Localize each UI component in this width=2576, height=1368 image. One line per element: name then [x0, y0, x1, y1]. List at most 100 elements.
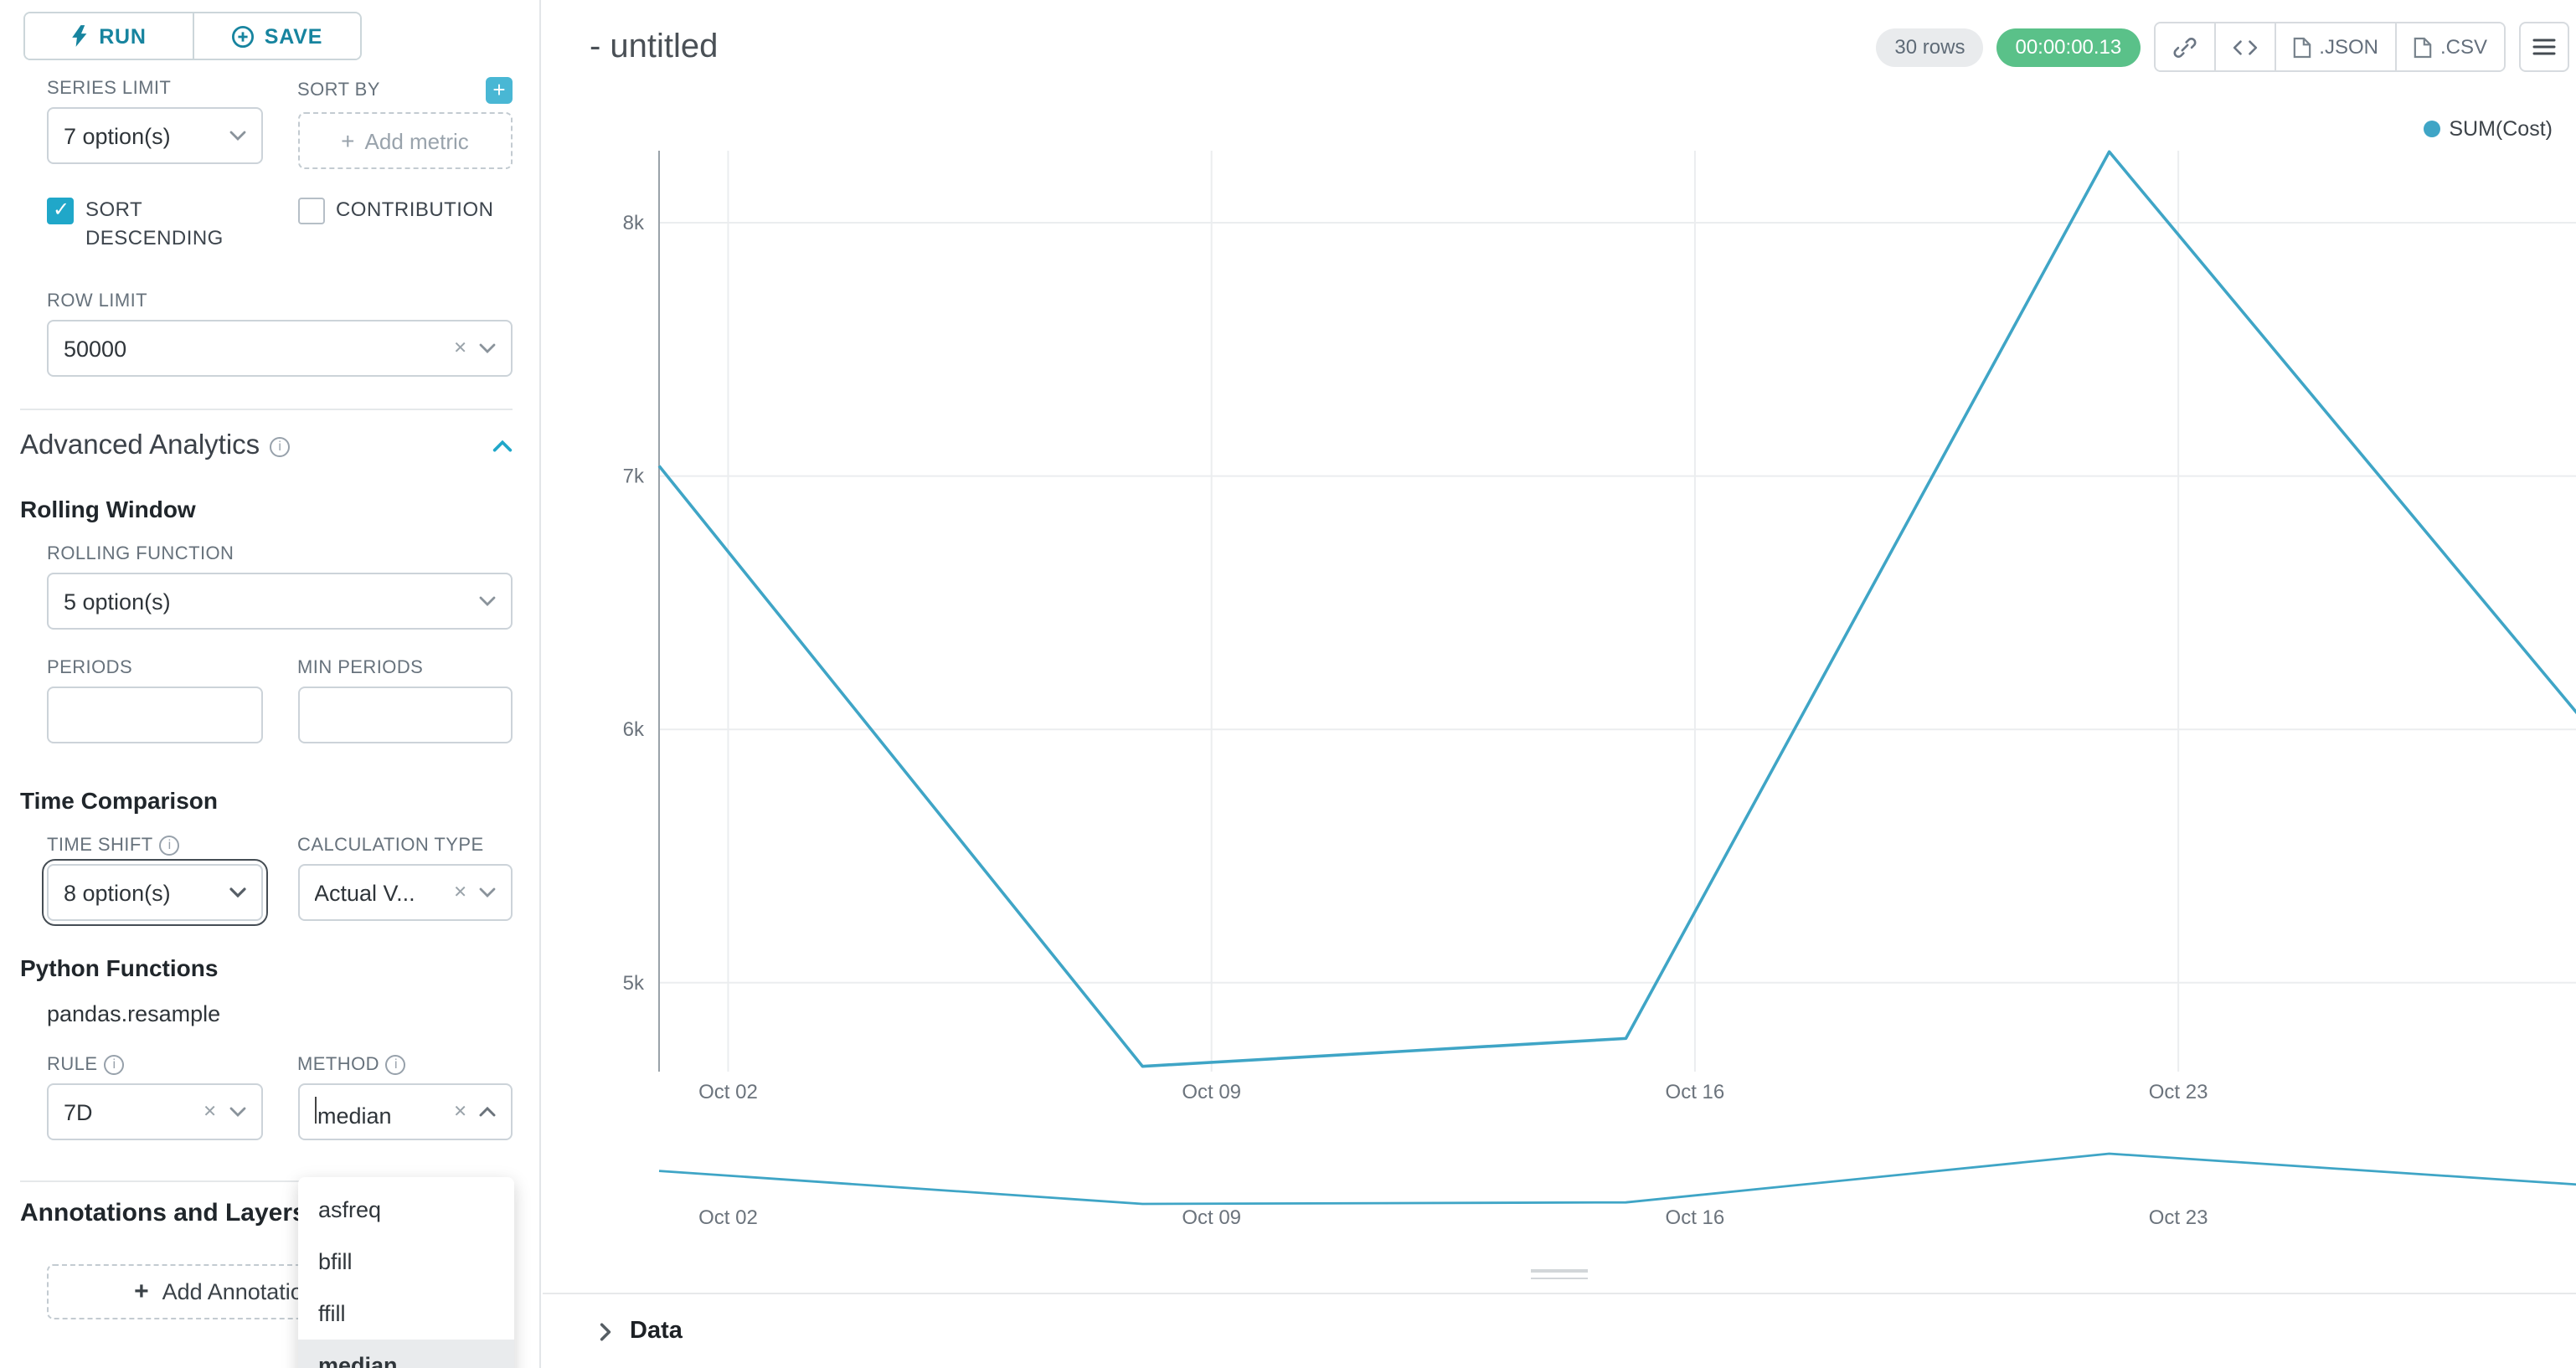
line-chart[interactable]: 5k 6k 7k 8k Oct 02 Oct 02 Oct 09 Oct 09 Oct 16 Oc…	[543, 0, 2576, 1293]
info-icon: i	[159, 835, 180, 855]
y-tick-label: 6k	[623, 718, 645, 741]
export-json-button[interactable]: .JSON	[2274, 23, 2395, 70]
checkbox-checked-icon: ✓	[47, 198, 74, 224]
legend-dot-icon	[2424, 121, 2441, 137]
rolling-function-value: 5 option(s)	[64, 589, 171, 614]
legend-label: SUM(Cost)	[2449, 117, 2553, 141]
clear-icon[interactable]: ✕	[203, 1103, 217, 1121]
export-file-icon	[2414, 36, 2432, 58]
embed-code-icon	[2233, 39, 2257, 54]
run-save-button-group: RUN SAVE	[23, 12, 362, 60]
collapse-chevron-icon[interactable]	[492, 440, 513, 452]
clear-icon[interactable]: ✕	[453, 883, 467, 902]
chevron-down-icon	[479, 887, 496, 897]
sort-descending-label: SORT DESCENDING	[85, 198, 224, 249]
calculation-type-label: CALCULATION TYPE	[297, 835, 484, 855]
x-tick-label: Oct 02	[698, 1081, 758, 1103]
min-periods-input[interactable]	[297, 687, 513, 743]
min-periods-label: MIN PERIODS	[297, 657, 424, 677]
method-option-asfreq[interactable]: asfreq	[318, 1197, 382, 1222]
rule-select[interactable]: 7D ✕	[47, 1083, 262, 1140]
advanced-analytics-title: Advanced Analytics	[20, 430, 260, 460]
time-shift-label: TIME SHIFT i	[47, 834, 262, 856]
chart-title[interactable]: - untitled	[590, 28, 719, 64]
periods-input[interactable]	[47, 687, 262, 743]
chevron-down-icon	[479, 343, 496, 353]
info-icon: i	[270, 436, 291, 456]
series-limit-select[interactable]: 7 option(s)	[47, 107, 262, 164]
method-option-bfill[interactable]: bfill	[318, 1249, 353, 1274]
rule-value: 7D	[64, 1099, 93, 1124]
mini-x-tick-label: Oct 23	[2149, 1206, 2208, 1229]
time-shift-select[interactable]: 8 option(s)	[42, 859, 266, 926]
embed-code-button[interactable]	[2213, 23, 2275, 70]
row-limit-value: 50000	[64, 336, 127, 361]
rolling-window-title: Rolling Window	[20, 496, 196, 522]
contribution-label: CONTRIBUTION	[336, 198, 494, 221]
export-csv-button[interactable]: .CSV	[2394, 23, 2504, 70]
series-limit-label: SERIES LIMIT	[47, 78, 172, 98]
chevron-down-icon	[229, 131, 245, 141]
save-button[interactable]: SAVE	[192, 13, 360, 59]
advanced-analytics-header[interactable]: Advanced Analytics i	[20, 430, 513, 462]
more-menu-button[interactable]	[2519, 22, 2569, 72]
checkbox-unchecked-icon	[297, 198, 324, 224]
more-menu-icon	[2532, 39, 2556, 55]
info-icon: i	[385, 1054, 406, 1074]
method-option-ffill[interactable]: ffill	[318, 1301, 346, 1326]
mini-x-tick-label: Oct 09	[1182, 1206, 1241, 1229]
run-button[interactable]: RUN	[25, 13, 192, 59]
calculation-type-select[interactable]: Actual V... ✕	[297, 864, 513, 921]
row-count-badge: 30 rows	[1876, 28, 1984, 66]
export-json-label: .JSON	[2319, 35, 2378, 59]
chevron-up-icon	[479, 1107, 496, 1117]
chart-legend[interactable]: SUM(Cost)	[2424, 117, 2553, 141]
query-timer-badge: 00:00:00.13	[1996, 28, 2141, 66]
python-functions-title: Python Functions	[20, 954, 219, 981]
mini-x-tick-label: Oct 02	[698, 1206, 758, 1229]
annotations-title: Annotations and Layers	[20, 1199, 307, 1227]
mini-x-tick-label: Oct 16	[1666, 1206, 1725, 1229]
method-option-median[interactable]: median	[298, 1340, 514, 1368]
contribution-checkbox[interactable]: CONTRIBUTION	[297, 196, 513, 224]
x-tick-label: Oct 23	[2149, 1081, 2208, 1103]
clear-icon[interactable]: ✕	[453, 339, 467, 357]
data-panel-toggle[interactable]: Data	[543, 1293, 2576, 1368]
method-combobox[interactable]: median ✕	[297, 1083, 513, 1140]
rolling-function-select[interactable]: 5 option(s)	[47, 573, 513, 630]
x-tick-label: Oct 09	[1182, 1081, 1241, 1103]
x-tick-label: Oct 16	[1666, 1081, 1725, 1103]
method-dropdown-menu: asfreq bfill ffill median	[298, 1177, 514, 1368]
add-metric-plus-icon[interactable]: +	[486, 77, 513, 104]
export-file-icon	[2293, 36, 2311, 58]
chart-area: - untitled 30 rows 00:00:00.13 .JSON .CS…	[543, 0, 2576, 1368]
y-tick-label: 5k	[623, 972, 645, 995]
info-icon: i	[104, 1054, 125, 1074]
method-label: METHOD i	[297, 1053, 513, 1075]
time-shift-value: 8 option(s)	[64, 880, 171, 905]
divider	[20, 1180, 513, 1182]
sort-by-add-metric[interactable]: + Add metric	[297, 112, 513, 169]
save-icon	[231, 24, 254, 48]
sort-by-label: SORT BY	[297, 80, 380, 100]
calculation-type-value: Actual V...	[314, 880, 415, 905]
data-panel-label: Data	[630, 1318, 683, 1345]
copy-link-icon	[2172, 37, 2196, 57]
run-icon	[72, 25, 87, 47]
panel-resize-handle[interactable]	[1524, 1266, 1595, 1283]
rolling-function-label: ROLLING FUNCTION	[47, 543, 234, 563]
row-limit-select[interactable]: 50000 ✕	[47, 320, 513, 377]
method-value: median	[314, 1096, 446, 1128]
clear-icon[interactable]: ✕	[453, 1103, 467, 1121]
chevron-down-icon	[229, 887, 245, 897]
export-csv-label: .CSV	[2439, 35, 2487, 59]
sort-descending-checkbox[interactable]: ✓ SORT DESCENDING	[47, 196, 262, 253]
control-panel: RUN SAVE SERIES LIMIT 7 option(s) SOR	[0, 0, 541, 1368]
series-limit-value: 7 option(s)	[64, 123, 171, 148]
chevron-down-icon	[479, 596, 496, 606]
pandas-resample-label: pandas.resample	[47, 1001, 221, 1026]
time-comparison-title: Time Comparison	[20, 787, 218, 814]
series-line	[657, 150, 2576, 1068]
copy-link-button[interactable]	[2155, 23, 2214, 70]
divider	[20, 409, 513, 410]
